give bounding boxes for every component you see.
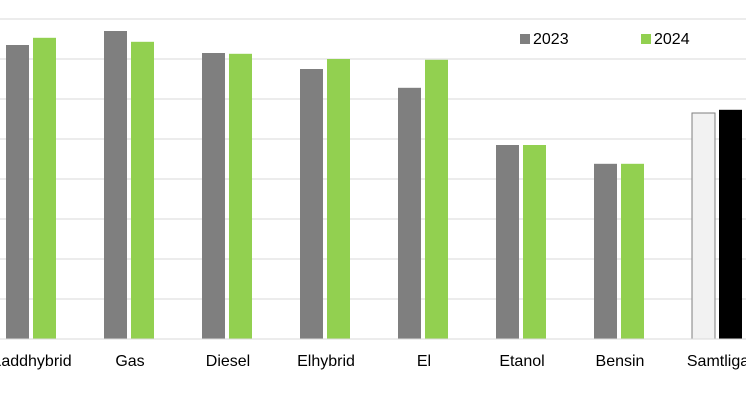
- bar: [327, 59, 350, 339]
- bar: [6, 45, 29, 339]
- bar: [594, 163, 617, 339]
- bar: [398, 87, 421, 339]
- bar: [300, 69, 323, 339]
- legend-label: 2024: [654, 31, 690, 48]
- bar: [621, 163, 644, 339]
- x-tick-label: Bensin: [596, 353, 645, 370]
- legend-swatch: [641, 34, 651, 44]
- bar: [229, 53, 252, 340]
- bar: [104, 31, 127, 339]
- x-tick-label: Laddhybrid: [0, 353, 72, 370]
- x-tick-label: Elhybrid: [297, 353, 355, 370]
- bar: [131, 41, 154, 340]
- bar: [523, 145, 546, 339]
- bar: [425, 59, 448, 340]
- bar: [496, 145, 519, 339]
- legend-swatch: [520, 34, 530, 44]
- x-tick-label: Gas: [115, 353, 144, 370]
- x-tick-label: El: [417, 353, 431, 370]
- legend-label: 2023: [533, 31, 569, 48]
- x-tick-label: Etanol: [499, 353, 544, 370]
- bar: [719, 109, 742, 339]
- bar: [202, 53, 225, 339]
- x-tick-label: Samtliga: [687, 353, 746, 370]
- bar: [691, 112, 716, 340]
- x-tick-label: Diesel: [206, 353, 250, 370]
- bar: [33, 37, 56, 340]
